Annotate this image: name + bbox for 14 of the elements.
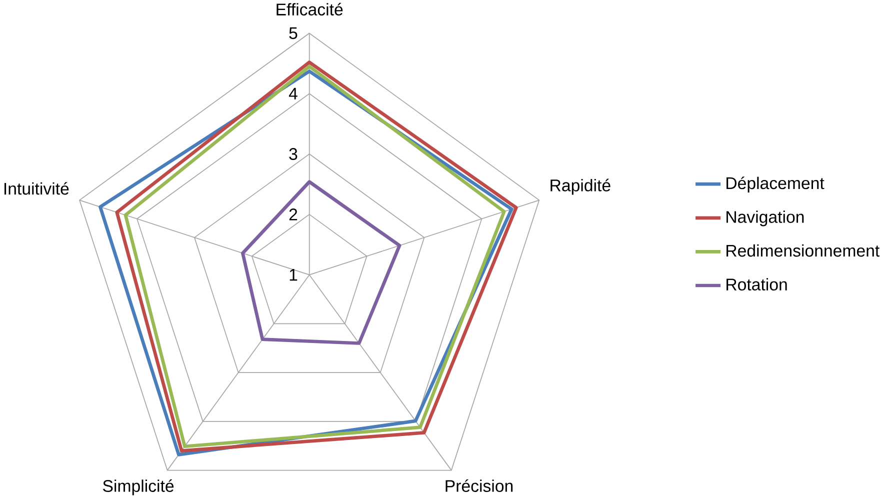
spoke-label: Rapidité bbox=[550, 178, 610, 195]
spoke-label: Précision bbox=[446, 479, 513, 492]
spoke-label: Efficacité bbox=[276, 2, 343, 16]
y-tick-label: 2 bbox=[289, 208, 298, 220]
legend-label: Rotation bbox=[726, 278, 787, 290]
spoke-label: Intuitivité bbox=[4, 182, 69, 195]
y-tick-label: 3 bbox=[289, 148, 298, 160]
legend-label: Redimensionnement bbox=[726, 244, 880, 257]
y-tick-label: 1 bbox=[290, 268, 298, 281]
legend-label: Déplacement bbox=[726, 176, 824, 192]
spoke-label: Simplicité bbox=[103, 479, 174, 496]
legend-label: Navigation bbox=[726, 210, 804, 226]
y-tick-label: 5 bbox=[289, 27, 298, 39]
y-tick-label: 4 bbox=[288, 88, 298, 100]
